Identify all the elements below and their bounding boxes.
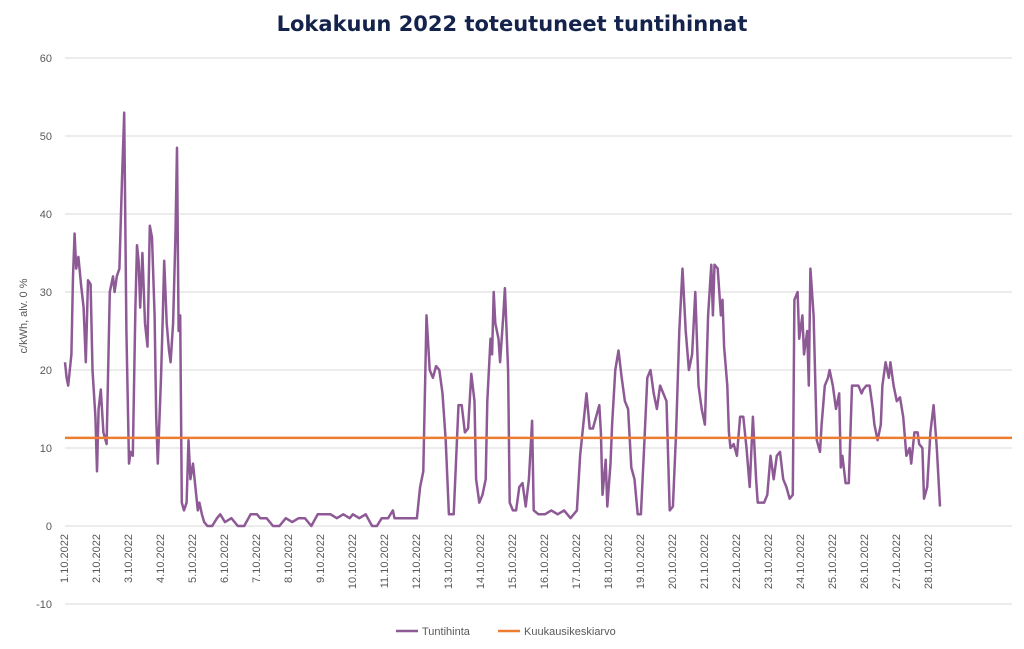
x-tick-label: 17.10.2022 <box>571 534 583 589</box>
x-tick-label: 25.10.2022 <box>827 534 839 589</box>
y-tick-label: 50 <box>40 131 52 143</box>
x-tick-label: 19.10.2022 <box>635 534 647 589</box>
x-tick-label: 8.10.2022 <box>283 534 295 583</box>
x-tick-label: 26.10.2022 <box>859 534 871 589</box>
x-tick-label: 14.10.2022 <box>475 534 487 589</box>
x-tick-label: 22.10.2022 <box>731 534 743 589</box>
x-tick-label: 28.10.2022 <box>923 534 935 589</box>
x-tick-label: 23.10.2022 <box>763 534 775 589</box>
y-tick-label: -10 <box>36 599 52 611</box>
y-tick-label: 20 <box>40 365 52 377</box>
x-tick-label: 5.10.2022 <box>187 534 199 583</box>
x-tick-label: 16.10.2022 <box>539 534 551 589</box>
x-tick-label: 6.10.2022 <box>219 534 231 583</box>
x-tick-label: 15.10.2022 <box>507 534 519 589</box>
y-tick-label: 10 <box>40 443 52 455</box>
y-tick-label: 60 <box>40 53 52 65</box>
y-axis-label: c/kWh, alv. 0 % <box>18 278 30 353</box>
series-line-tuntihinta <box>63 111 942 528</box>
x-tick-label: 9.10.2022 <box>315 534 327 583</box>
x-tick-label: 3.10.2022 <box>123 534 135 583</box>
x-tick-label: 13.10.2022 <box>443 534 455 589</box>
legend-label-tuntihinta: Tuntihinta <box>422 626 471 638</box>
x-tick-label: 21.10.2022 <box>699 534 711 589</box>
x-tick-label: 10.10.2022 <box>347 534 359 589</box>
y-tick-label: 0 <box>46 521 52 533</box>
x-tick-label: 2.10.2022 <box>91 534 103 583</box>
y-tick-label: 30 <box>40 287 52 299</box>
x-tick-label: 1.10.2022 <box>59 534 71 583</box>
legend-label-kuukausikeskiarvo: Kuukausikeskiarvo <box>524 626 616 638</box>
x-tick-label: 27.10.2022 <box>891 534 903 589</box>
x-tick-label: 24.10.2022 <box>795 534 807 589</box>
x-tick-label: 11.10.2022 <box>379 534 391 588</box>
x-tick-label: 4.10.2022 <box>155 534 167 583</box>
x-tick-label: 7.10.2022 <box>251 534 263 583</box>
x-tick-label: 20.10.2022 <box>667 534 679 589</box>
chart-title: Lokakuun 2022 toteutuneet tuntihinnat <box>276 12 748 36</box>
x-tick-label: 12.10.2022 <box>411 534 423 589</box>
y-tick-label: 40 <box>40 209 52 221</box>
x-tick-label: 18.10.2022 <box>603 534 615 589</box>
